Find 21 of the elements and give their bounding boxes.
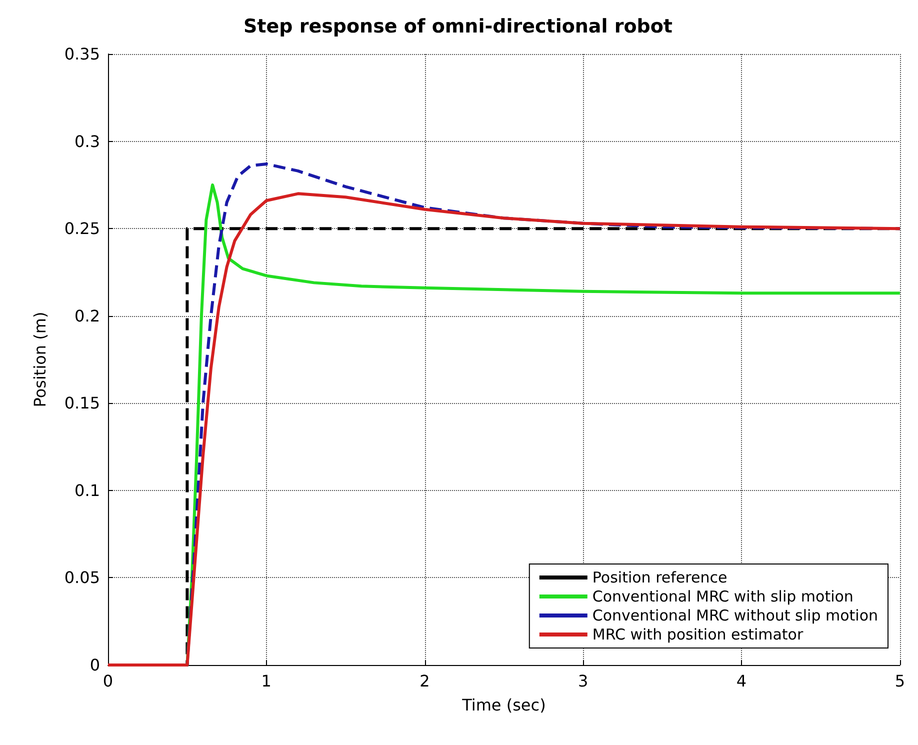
x-tick-label: 2 [420,672,430,690]
y-tick-label: 0.2 [74,306,100,326]
y-axis-title: Position (m) [30,312,50,408]
y-tick-label: 0.15 [64,394,100,413]
y-tick-label: 0.35 [64,44,100,64]
x-tick-label: 0 [102,672,114,690]
y-tick-label: 0 [90,656,100,674]
y-tick-label: 0.1 [74,480,100,500]
legend-label: Conventional MRC without slip motion [592,606,878,624]
x-tick-label: 4 [736,672,747,690]
x-tick-label: 5 [894,672,906,690]
chart-title: Step response of omni-directional robot [243,16,673,38]
legend-label: MRC with position estimator [592,626,804,644]
y-tick-label: 0.3 [74,132,100,151]
x-axis-title: Time (sec) [461,696,546,714]
y-tick-label: 0.25 [64,219,100,238]
legend-label: Conventional MRC with slip motion [592,588,854,606]
legend-label: Position reference [592,568,728,586]
x-tick-label: 1 [261,672,272,690]
y-tick-label: 0.05 [64,568,100,588]
x-tick-label: 3 [578,672,588,690]
